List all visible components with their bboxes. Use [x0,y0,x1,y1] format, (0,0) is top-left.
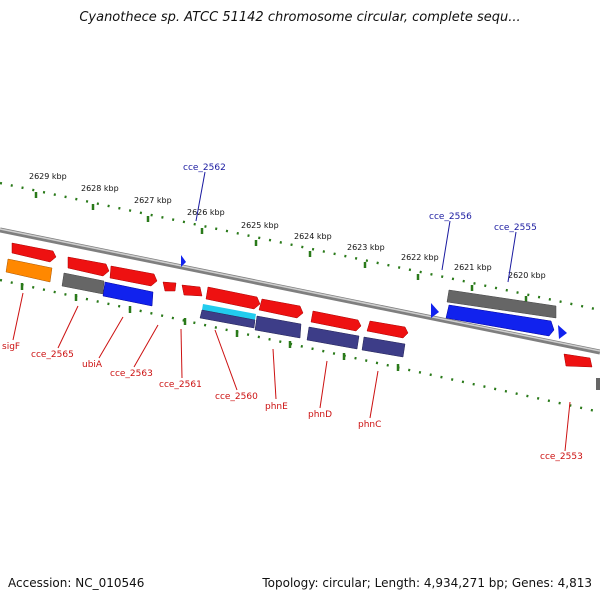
accession-text: Accession: NC_010546 [8,576,145,590]
gene-arrow[interactable] [61,272,105,295]
gene-label[interactable]: cce_2555 [494,223,537,233]
gene-arrow[interactable] [446,289,557,319]
gene-arrow[interactable] [258,298,304,319]
gene-arrow[interactable] [162,281,177,292]
genome-backbone [0,227,600,355]
gene-label[interactable]: sigF [2,342,20,352]
gene-label[interactable]: cce_2563 [110,369,153,379]
gene-arrow[interactable] [361,336,406,358]
gene-arrow[interactable] [5,258,53,283]
gene-arrow[interactable] [306,326,360,350]
gene-label[interactable]: phnC [358,420,381,430]
gene-label[interactable]: cce_2553 [540,452,583,462]
lower-tick-track [0,278,600,414]
gene-arrow[interactable] [310,310,362,332]
gene-label[interactable]: phnD [308,410,332,420]
gene-label[interactable]: cce_2560 [215,392,258,402]
gene-arrow[interactable] [366,320,409,339]
upper-leader-lines [195,171,517,283]
gene-arrow[interactable] [11,242,57,263]
gene-label[interactable]: cce_2562 [183,163,226,173]
gene-arrow[interactable] [202,304,256,320]
gene-arrow[interactable] [67,256,110,277]
gene-arrow[interactable] [431,303,439,318]
kbp-label: 2621 kbp [454,263,492,272]
kbp-label: 2626 kbp [187,208,225,217]
gene-arrow[interactable] [199,309,256,329]
gene-arrow[interactable] [596,378,600,390]
kbp-label: 2628 kbp [81,184,119,193]
lower-leader-lines [12,292,571,452]
gene-label[interactable]: cce_2565 [31,350,74,360]
gene-arrow[interactable] [205,286,261,310]
gene-arrow[interactable] [445,304,555,337]
forward-strand-genes [11,242,593,368]
reverse-strand-genes [5,258,600,390]
kbp-label: 2625 kbp [241,221,279,230]
kbp-label: 2624 kbp [294,232,332,241]
kbp-label: 2623 kbp [347,243,385,252]
topology-text: Topology: circular; Length: 4,934,271 bp… [262,576,592,590]
gene-label[interactable]: cce_2556 [429,212,472,222]
kbp-label: 2629 kbp [29,172,67,181]
kbp-label: 2622 kbp [401,253,439,262]
upper-tick-track [0,181,600,312]
gene-label[interactable]: phnE [265,402,288,412]
gene-arrow[interactable] [109,265,158,287]
gene-arrow[interactable] [181,284,203,297]
kbp-label: 2620 kbp [508,271,546,280]
map-title: Cyanothece sp. ATCC 51142 chromosome cir… [79,10,521,25]
gene-label[interactable]: ubiA [82,360,103,370]
gene-arrow[interactable] [563,353,593,368]
gene-label[interactable]: cce_2561 [159,380,202,390]
gene-arrow[interactable] [558,325,567,339]
gene-arrow[interactable] [254,315,302,339]
kbp-label: 2627 kbp [134,196,172,205]
gene-arrow[interactable] [102,281,154,307]
gene-arrow[interactable] [181,255,186,267]
